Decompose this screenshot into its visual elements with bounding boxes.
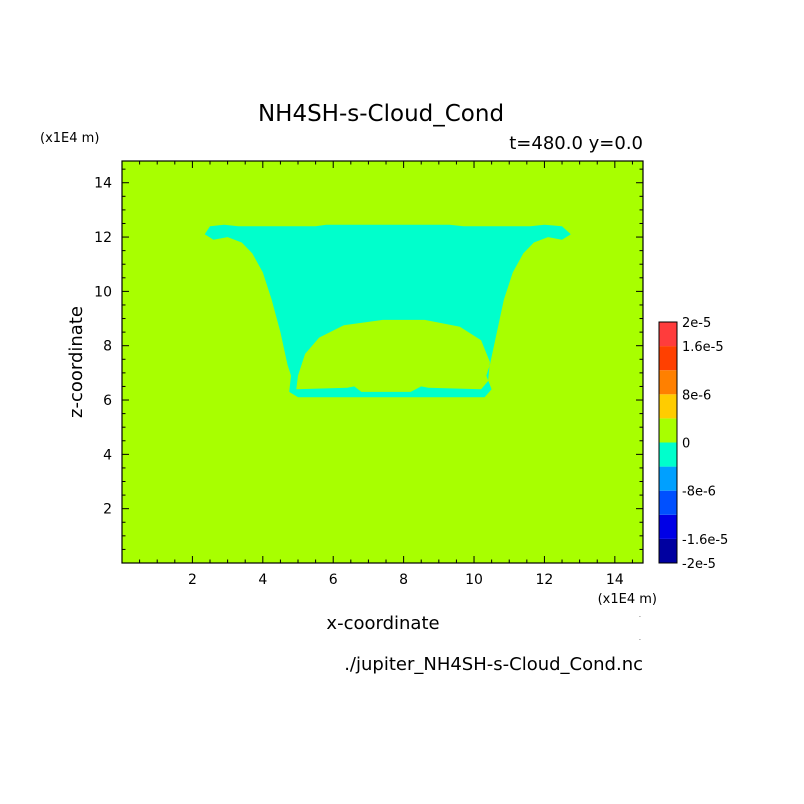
- x-tick-label: 4: [258, 572, 267, 588]
- colorbar-swatch: [659, 418, 677, 443]
- y-axis-label: z-coordinate: [66, 306, 87, 418]
- colorbar-swatch: [659, 514, 677, 539]
- background-field: [122, 161, 643, 563]
- colorbar-swatch: [659, 442, 677, 467]
- x-tick-label: 2: [188, 572, 197, 588]
- colorbar-frame: [658, 321, 678, 564]
- colorbar-label: 2e-5: [682, 316, 711, 331]
- cloud-region: [204, 224, 571, 398]
- y-tick-label: 14: [94, 176, 112, 192]
- colorbar-swatch: [659, 394, 677, 419]
- y-tick-label: 4: [103, 447, 112, 463]
- colorbar-swatch: [659, 322, 677, 347]
- colorbar-label: -2e-5: [682, 557, 716, 572]
- y-tick-label: 6: [103, 393, 112, 409]
- colorbar-label: 1.6e-5: [682, 340, 724, 355]
- colorbar-swatch: [659, 490, 677, 515]
- plot-area: [121, 160, 644, 564]
- source-filename: ./jupiter_NH4SH-s-Cloud_Cond.nc: [344, 654, 643, 675]
- colorbar-swatch: [659, 346, 677, 371]
- x-tick-label: 6: [329, 572, 338, 588]
- colorbar-swatch: [659, 538, 677, 563]
- dot-marker: .: [639, 612, 641, 619]
- colorbar-label: 8e-6: [682, 388, 711, 403]
- x-tick-label: 14: [606, 572, 624, 588]
- x-tick-label: 8: [399, 572, 408, 588]
- x-axis-unit: (x1E4 m): [598, 592, 657, 607]
- dot-marker: .: [639, 635, 641, 642]
- x-axis-label: x-coordinate: [326, 613, 439, 634]
- y-tick-label: 8: [103, 339, 112, 355]
- y-axis-unit: (x1E4 m): [40, 131, 99, 146]
- colorbar: -2e-5 -1.6e-5 -8e-6 0 8e-6 1.6e-5 2e-5: [658, 316, 728, 572]
- colorbar-label: 0: [682, 437, 690, 452]
- colorbar-swatch: [659, 466, 677, 491]
- chart-subtitle: t=480.0 y=0.0: [509, 133, 643, 154]
- plot-frame: [121, 160, 644, 564]
- y-tick-label: 10: [94, 284, 112, 300]
- y-axis-ticks: 2 4 6 8 10 12 14: [94, 168, 643, 550]
- y-tick-label: 12: [94, 230, 112, 246]
- colorbar-label: -8e-6: [682, 485, 716, 500]
- x-tick-label: 10: [465, 572, 483, 588]
- x-axis-ticks: 2 4 6 8 10 12 14: [139, 161, 633, 588]
- chart-title: NH4SH-s-Cloud_Cond: [258, 101, 504, 127]
- x-tick-label: 12: [536, 572, 554, 588]
- y-tick-label: 2: [103, 502, 112, 518]
- colorbar-label: -1.6e-5: [682, 533, 728, 548]
- colorbar-swatch: [659, 370, 677, 395]
